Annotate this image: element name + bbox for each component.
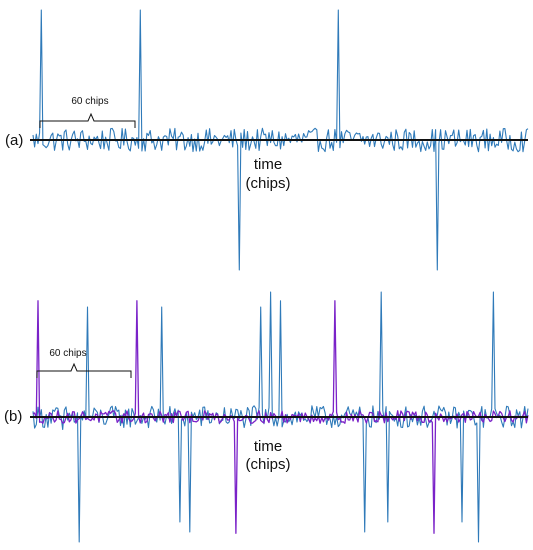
series-line-b-0 [32, 291, 529, 543]
panel-b-xlabel-line1: time [254, 438, 282, 455]
panel-b-label: (b) [4, 408, 22, 425]
panel-a-label: (a) [5, 132, 23, 149]
panel-b-xlabel-line2: (chips) [245, 456, 290, 473]
panel-a-xlabel-line1: time [254, 156, 282, 173]
panel-a-brace-label: 60 chips [71, 96, 108, 107]
panel-b-brace [36, 362, 132, 378]
panel-a-brace [39, 112, 136, 128]
panel-a: 60 chips (a) time (chips) [5, 9, 529, 271]
panel-b: 60 chips (b) time (chips) [4, 291, 529, 543]
panel-b-brace-label: 60 chips [49, 348, 86, 359]
panel-a-xlabel-line2: (chips) [245, 175, 290, 192]
